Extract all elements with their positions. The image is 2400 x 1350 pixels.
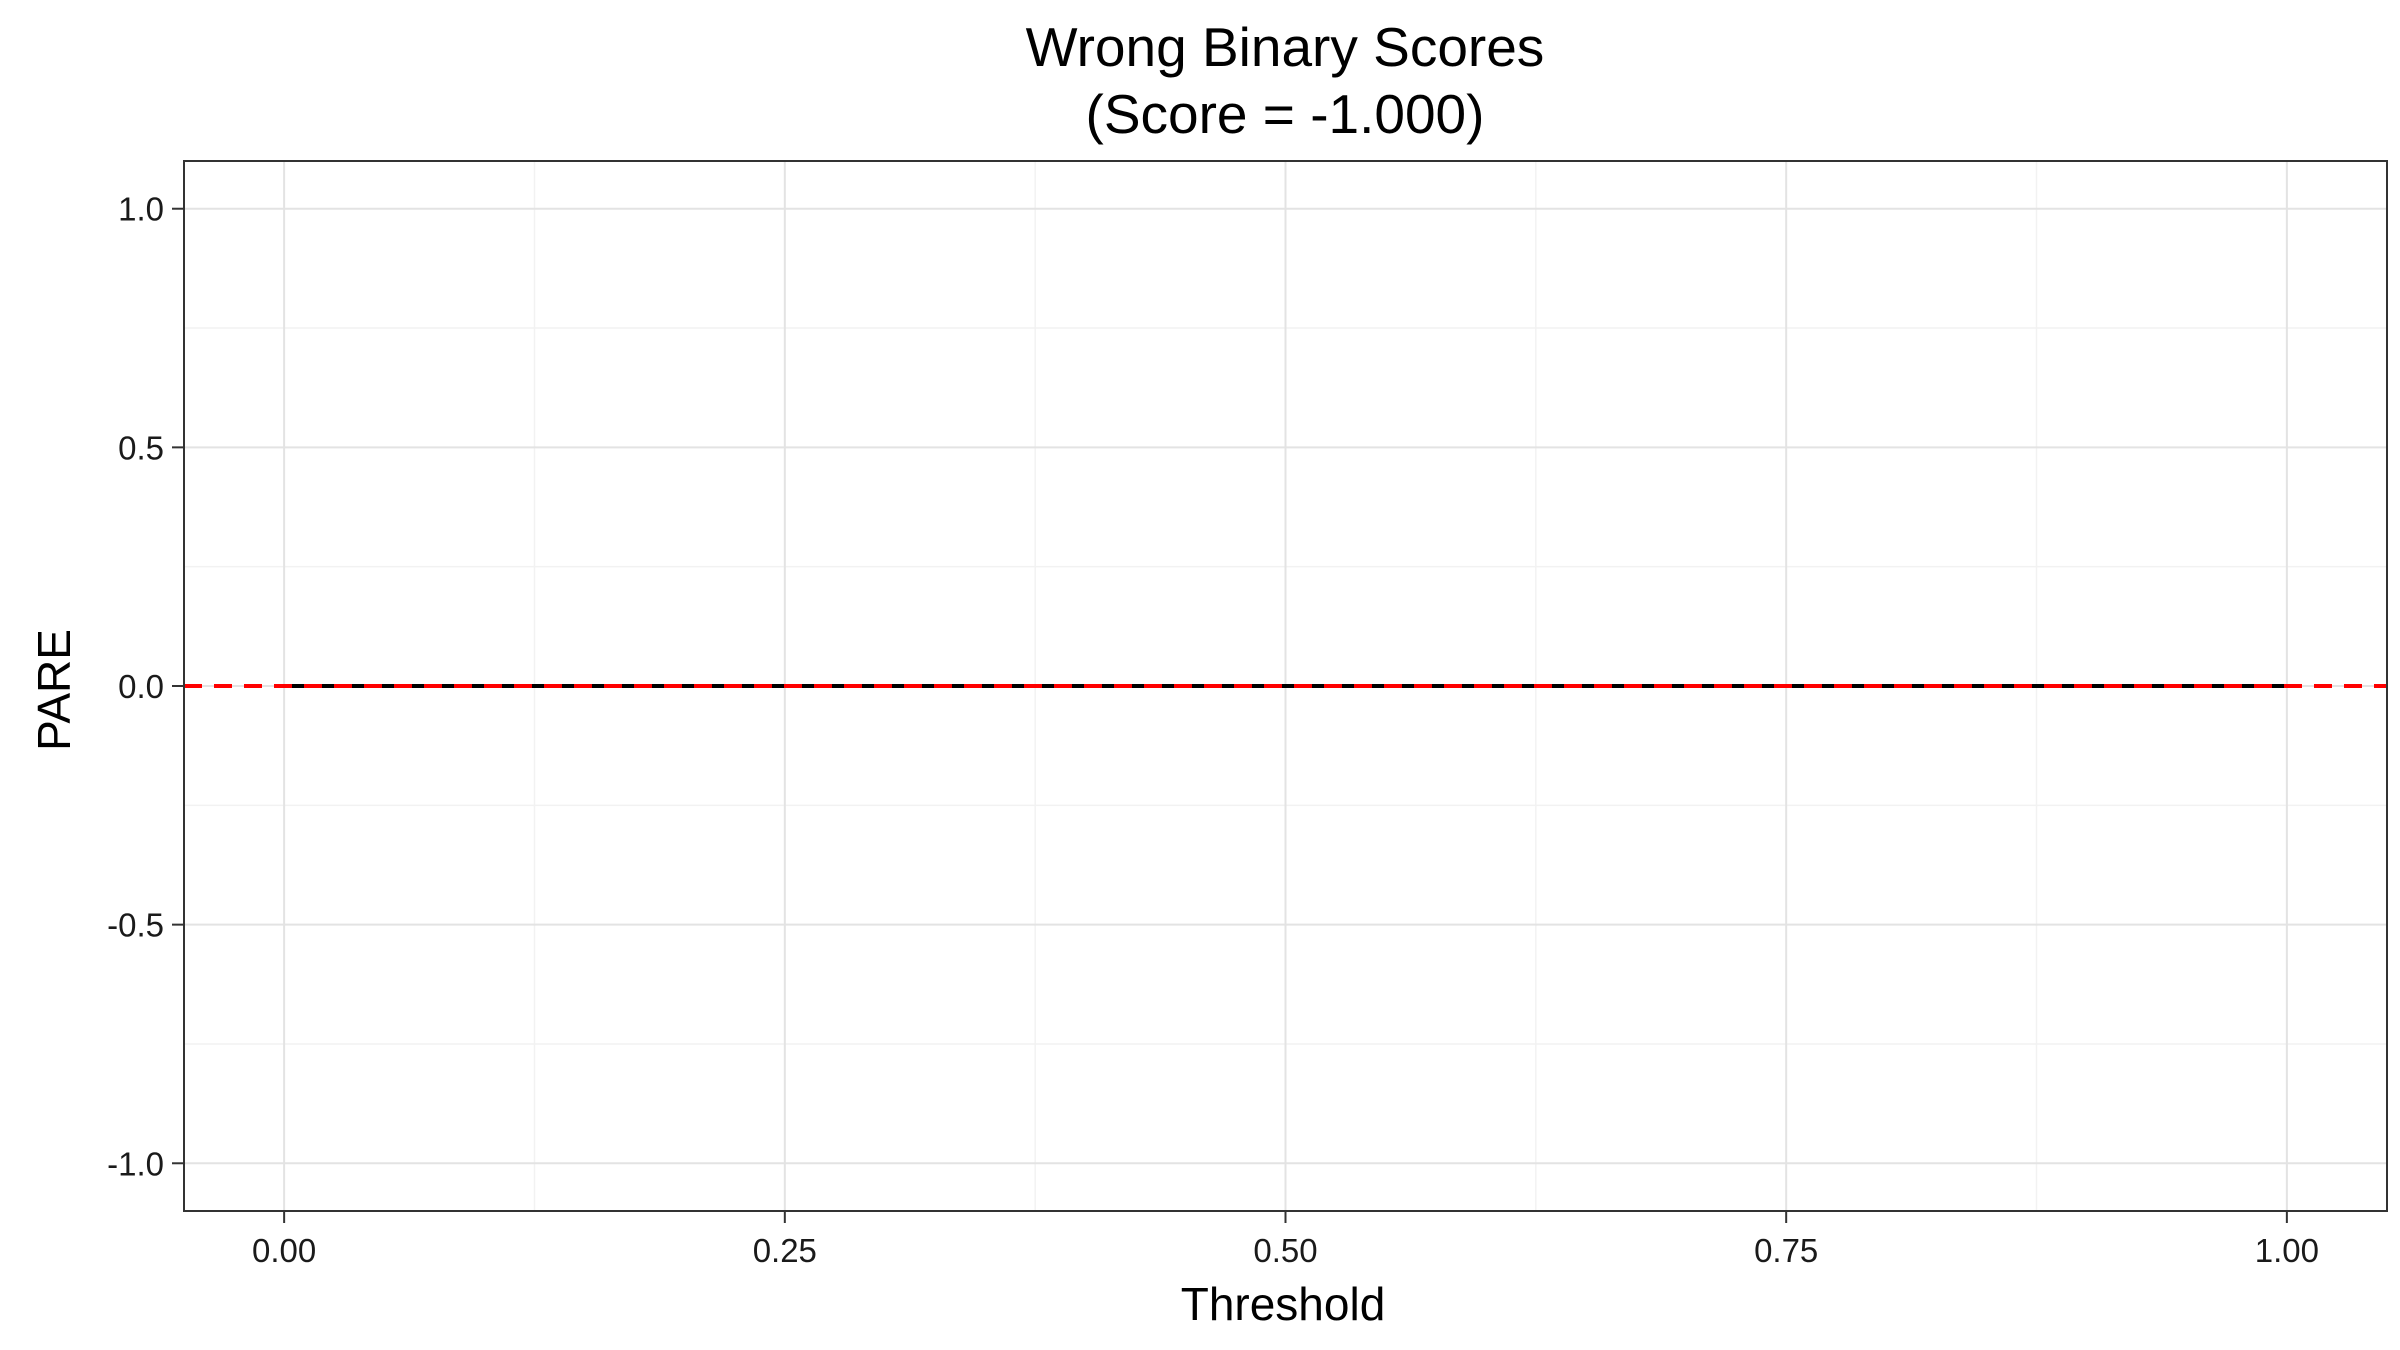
- x-tick-label: 0.00: [252, 1232, 316, 1269]
- x-tick-label: 0.50: [1253, 1232, 1317, 1269]
- x-axis: 0.00 0.25 0.50 0.75 1.00: [252, 1211, 2319, 1269]
- y-tick-label: 1.0: [118, 191, 164, 228]
- chart-title: Wrong Binary Scores: [1026, 16, 1545, 78]
- x-axis-title: Threshold: [1181, 1278, 1386, 1330]
- y-tick-label: -1.0: [107, 1145, 164, 1182]
- y-tick-label: 0.0: [118, 668, 164, 705]
- x-tick-label: 0.75: [1754, 1232, 1818, 1269]
- y-tick-label: -0.5: [107, 907, 164, 944]
- y-tick-label: 0.5: [118, 429, 164, 466]
- y-axis: 1.0 0.5 0.0 -0.5 -1.0: [107, 191, 184, 1182]
- x-tick-label: 1.00: [2255, 1232, 2319, 1269]
- chart-subtitle: (Score = -1.000): [1086, 83, 1485, 145]
- y-axis-title: PARE: [28, 629, 80, 751]
- x-tick-label: 0.25: [753, 1232, 817, 1269]
